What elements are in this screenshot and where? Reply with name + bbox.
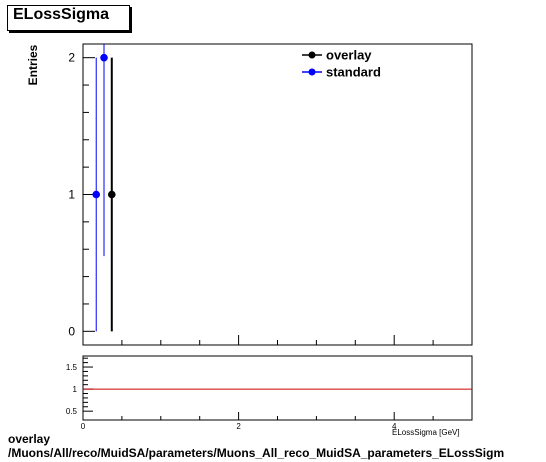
ratio-x-axis-label: ELossSigma [GeV] bbox=[392, 428, 460, 437]
main-plot-frame bbox=[82, 43, 473, 346]
standard-data-point bbox=[92, 190, 101, 199]
ratio-y-tick-label: 1.5 bbox=[66, 363, 78, 372]
series-standard bbox=[92, 44, 108, 332]
legend-label-overlay: overlay bbox=[326, 48, 372, 63]
y-tick-label: 0 bbox=[68, 324, 75, 338]
ratio-x-tick-label: 4 bbox=[392, 422, 397, 431]
footer-line-2: /Muons/All/reco/MuidSA/parameters/Muons_… bbox=[8, 446, 505, 460]
y-tick-label: 1 bbox=[68, 188, 75, 202]
ratio-x-tick-label: 2 bbox=[236, 422, 241, 431]
ratio-y-tick-label: 0.5 bbox=[66, 407, 78, 416]
ratio-y-tick-label: 1 bbox=[73, 385, 78, 394]
title-box bbox=[7, 5, 130, 31]
legend-marker-standard bbox=[308, 68, 316, 76]
overlay-data-point bbox=[107, 190, 116, 199]
chart-title: ELossSigma bbox=[13, 6, 110, 23]
standard-data-point bbox=[100, 53, 108, 62]
ratio-x-tick-label: 0 bbox=[81, 422, 86, 431]
legend-label-standard: standard bbox=[326, 65, 381, 80]
legend-marker-overlay bbox=[308, 51, 316, 59]
series-overlay bbox=[107, 57, 116, 332]
ratio-plot-frame bbox=[82, 355, 473, 421]
y-tick-label: 2 bbox=[68, 51, 75, 65]
footer-line-1: overlay bbox=[8, 432, 51, 446]
